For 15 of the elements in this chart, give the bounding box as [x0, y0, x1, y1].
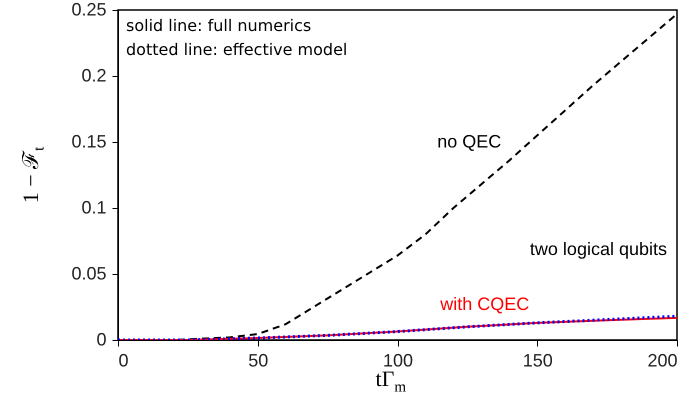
y-tick-label: 0.05 — [71, 264, 106, 284]
y-tick-label: 0.25 — [71, 0, 106, 20]
x-tick-label: 200 — [647, 350, 678, 370]
y-tick-label: 0 — [96, 330, 106, 350]
annotation: dotted line: effective model — [126, 40, 348, 59]
y-tick-label: 0.1 — [81, 198, 106, 218]
annotation: two logical qubits — [530, 239, 667, 259]
y-tick-label: 0.2 — [81, 66, 106, 86]
x-tick-label: 0 — [118, 350, 129, 370]
x-tick-label: 150 — [522, 350, 553, 370]
annotation: solid line: full numerics — [126, 16, 312, 35]
x-tick-label: 50 — [248, 350, 268, 370]
series-label: no QEC — [437, 131, 502, 152]
series-label: with CQEC — [439, 294, 530, 314]
y-tick-label: 0.15 — [71, 132, 106, 152]
